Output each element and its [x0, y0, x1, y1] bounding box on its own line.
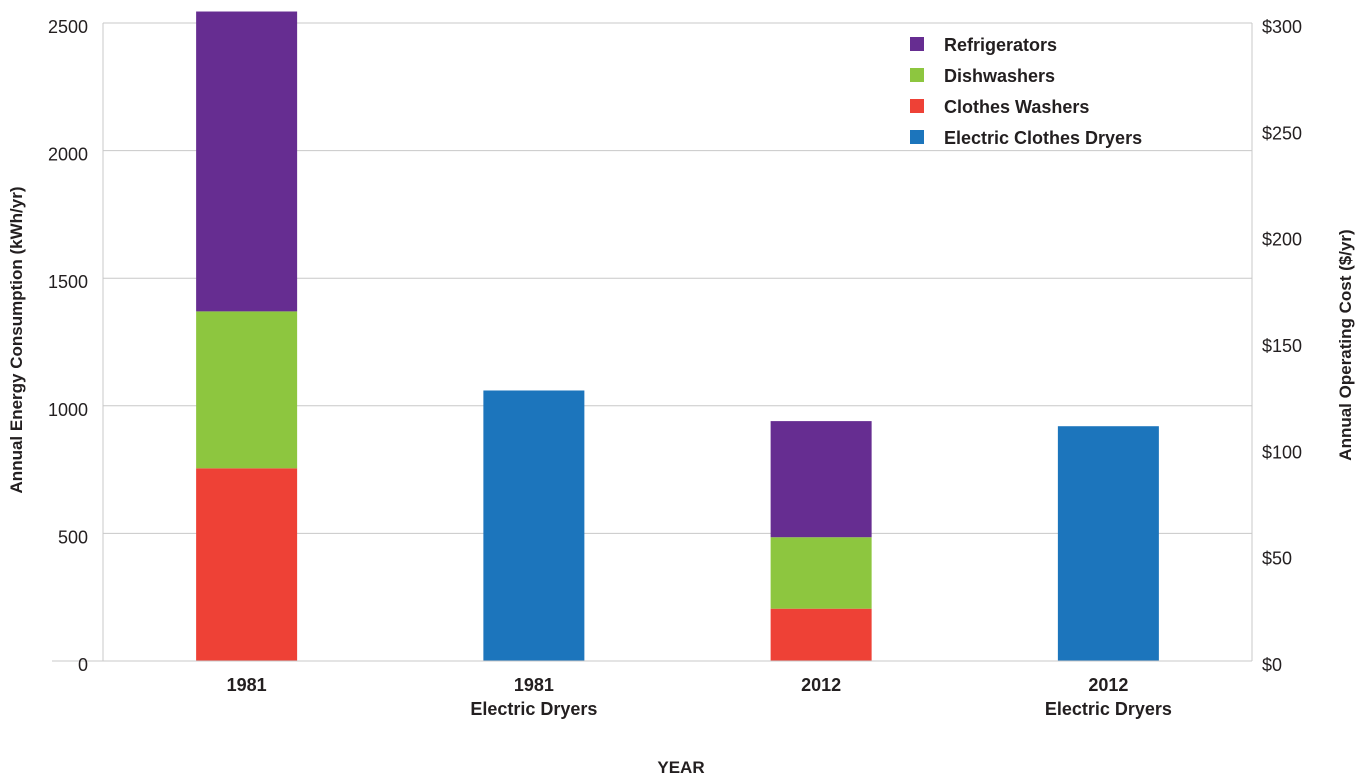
axes	[52, 23, 1253, 662]
legend-label: Clothes Washers	[944, 97, 1089, 117]
x-category-label: Electric Dryers	[470, 699, 597, 719]
bars	[196, 11, 1159, 661]
x-axis-title: YEAR	[657, 758, 704, 777]
bar-electric-clothes-dryers	[483, 390, 585, 661]
y2-tick-label: $300	[1262, 17, 1302, 37]
y-tick-label: 1000	[48, 400, 88, 420]
y2-tick-label: $200	[1262, 230, 1302, 250]
y-tick-label: 2000	[48, 145, 88, 165]
legend-swatch	[910, 99, 924, 113]
legend-swatch	[910, 37, 924, 51]
y2-tick-label: $0	[1262, 655, 1282, 675]
bar-clothes-washers	[196, 468, 298, 661]
legend-label: Refrigerators	[944, 35, 1057, 55]
y-tick-label: 2500	[48, 17, 88, 37]
y-axis-ticks: 0 500 1000 1500 2000 2500	[48, 17, 88, 675]
y2-axis-title: Annual Operating Cost ($/yr)	[1336, 229, 1355, 460]
y-tick-label: 0	[78, 655, 88, 675]
x-category-label: 1981	[227, 675, 267, 695]
y2-tick-label: $150	[1262, 336, 1302, 356]
x-category-label: 2012	[1088, 675, 1128, 695]
y2-tick-label: $100	[1262, 442, 1302, 462]
y2-axis-ticks: $0 $50 $100 $150 $200 $250 $300	[1262, 17, 1302, 675]
y-tick-label: 1500	[48, 272, 88, 292]
legend-label: Dishwashers	[944, 66, 1055, 86]
legend-swatch	[910, 68, 924, 82]
legend-swatch	[910, 130, 924, 144]
y-tick-label: 500	[58, 527, 88, 547]
legend-label: Electric Clothes Dryers	[944, 128, 1142, 148]
x-axis-categories: 1981 1981 Electric Dryers 2012 2012 Electric …	[227, 675, 1172, 719]
x-category-label: 1981	[514, 675, 554, 695]
y-axis-title: Annual Energy Consumption (kWh/yr)	[7, 187, 26, 494]
bar-clothes-washers	[770, 608, 872, 661]
bar-refrigerators	[770, 421, 872, 538]
bar-dishwashers	[196, 311, 298, 469]
bar-electric-clothes-dryers	[1057, 426, 1159, 661]
x-category-label: 2012	[801, 675, 841, 695]
y2-tick-label: $50	[1262, 549, 1292, 569]
bar-refrigerators	[196, 11, 298, 312]
bar-dishwashers	[770, 537, 872, 609]
legend: Refrigerators Dishwashers Clothes Washers E…	[910, 35, 1142, 148]
y2-tick-label: $250	[1262, 123, 1302, 143]
x-category-label: Electric Dryers	[1045, 699, 1172, 719]
